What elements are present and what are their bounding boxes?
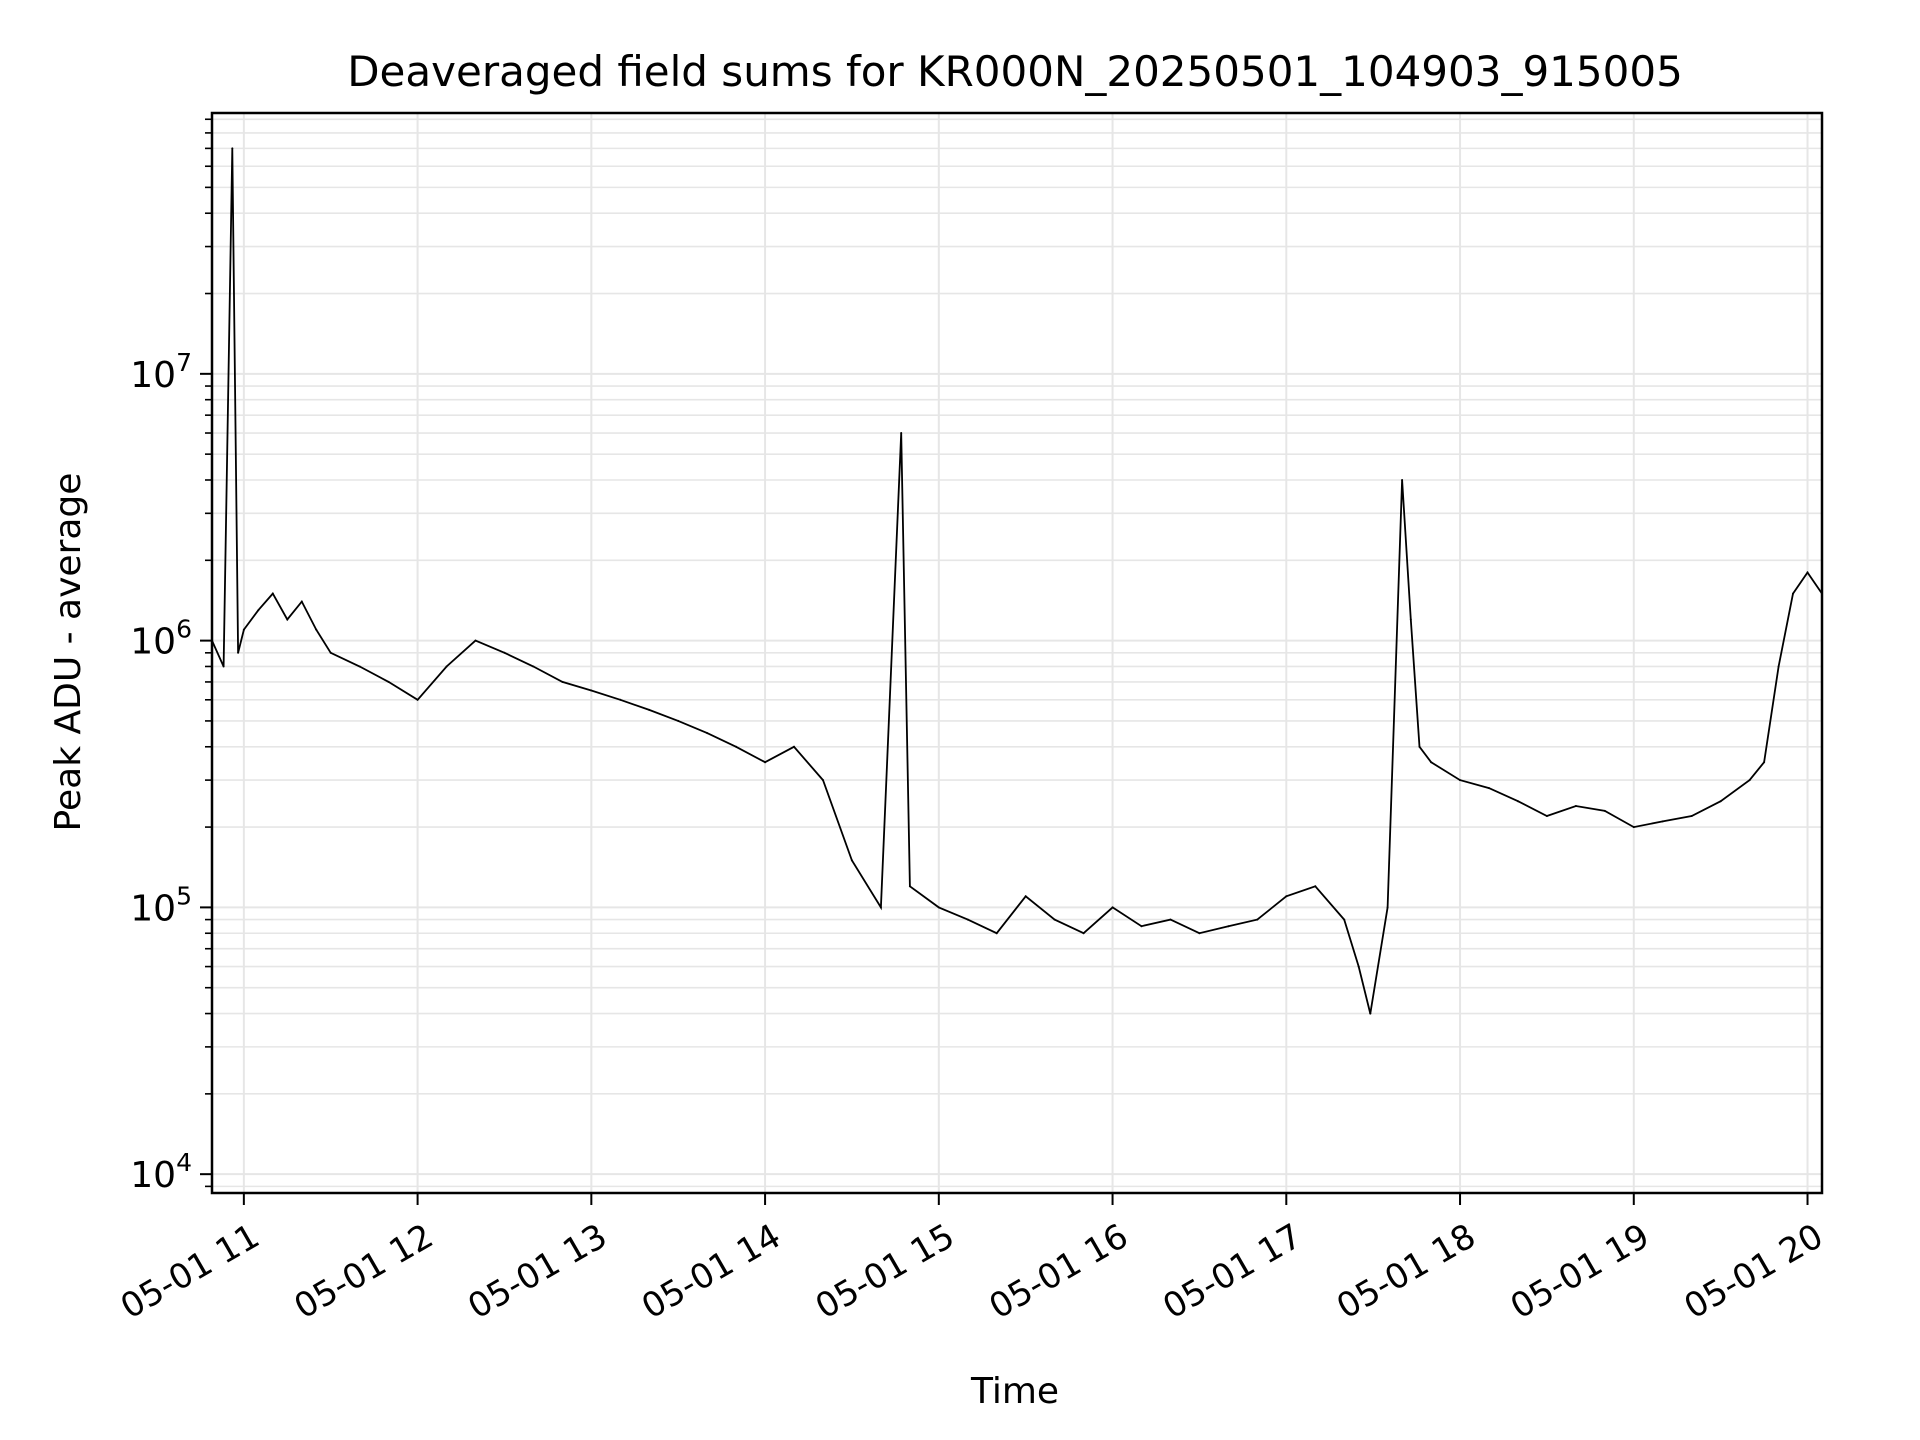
data-point — [1690, 815, 1693, 817]
data-point — [1459, 779, 1461, 782]
data-point — [1140, 925, 1143, 928]
data-point — [908, 885, 911, 888]
data-point — [1227, 925, 1230, 928]
data-point — [300, 600, 303, 603]
data-point — [590, 689, 593, 692]
data-point — [1545, 815, 1548, 817]
data-point — [1418, 745, 1421, 748]
data-point — [1632, 826, 1635, 829]
data-point — [735, 745, 738, 748]
series-layer — [211, 147, 1823, 1015]
data-point — [1719, 800, 1722, 803]
data-point — [387, 680, 390, 683]
data-point — [1401, 479, 1404, 481]
series-line-0 — [211, 148, 1823, 1014]
data-point — [900, 432, 903, 434]
data-point — [242, 628, 245, 631]
data-point — [257, 609, 260, 612]
data-point — [1369, 1012, 1372, 1015]
y-tick-label: 107 — [130, 348, 192, 396]
data-point — [1603, 809, 1606, 812]
data-point — [561, 680, 564, 683]
data-point — [222, 665, 225, 668]
data-point — [995, 932, 998, 935]
data-point — [1792, 592, 1794, 595]
data-point — [1777, 665, 1780, 668]
x-axis-label: Time — [970, 1371, 1059, 1412]
data-point — [1285, 895, 1288, 898]
data-point — [1053, 918, 1056, 921]
data-point — [1748, 779, 1751, 782]
data-point — [1256, 918, 1259, 921]
y-axis-label: Peak ADU - average — [48, 473, 89, 832]
data-point — [879, 906, 882, 909]
data-point — [822, 779, 824, 782]
data-point — [648, 708, 651, 711]
data-point — [474, 639, 477, 642]
data-point — [677, 719, 680, 722]
data-point — [237, 651, 240, 654]
data-point — [445, 665, 448, 668]
data-point — [850, 859, 853, 862]
data-point — [358, 665, 361, 668]
data-point — [315, 628, 318, 631]
data-point — [1082, 932, 1085, 935]
data-point — [966, 918, 969, 921]
data-point — [231, 147, 234, 150]
data-point — [1314, 885, 1317, 888]
data-point — [532, 665, 535, 668]
data-point — [793, 745, 795, 748]
data-point — [1386, 906, 1389, 909]
data-point — [1661, 820, 1664, 823]
data-point — [1488, 787, 1490, 790]
data-point — [1763, 761, 1766, 764]
data-point — [1357, 965, 1360, 968]
data-point — [503, 651, 506, 654]
data-point — [1409, 618, 1412, 621]
data-point — [764, 761, 767, 764]
data-point — [1574, 805, 1577, 807]
data-point — [1024, 895, 1027, 898]
chart-title: Deaveraged field sums for KR000N_2025050… — [347, 47, 1683, 96]
data-point — [416, 698, 419, 701]
data-point — [1169, 918, 1172, 921]
data-point — [1517, 800, 1519, 803]
data-point — [1343, 918, 1346, 921]
data-point — [329, 651, 332, 654]
data-point — [619, 698, 622, 701]
data-point — [1111, 906, 1114, 909]
data-point — [286, 618, 289, 621]
data-point — [937, 906, 940, 909]
data-point — [1198, 932, 1201, 935]
data-point — [1430, 761, 1433, 764]
data-point — [1806, 571, 1809, 574]
data-point — [271, 592, 274, 595]
data-point — [706, 732, 709, 735]
